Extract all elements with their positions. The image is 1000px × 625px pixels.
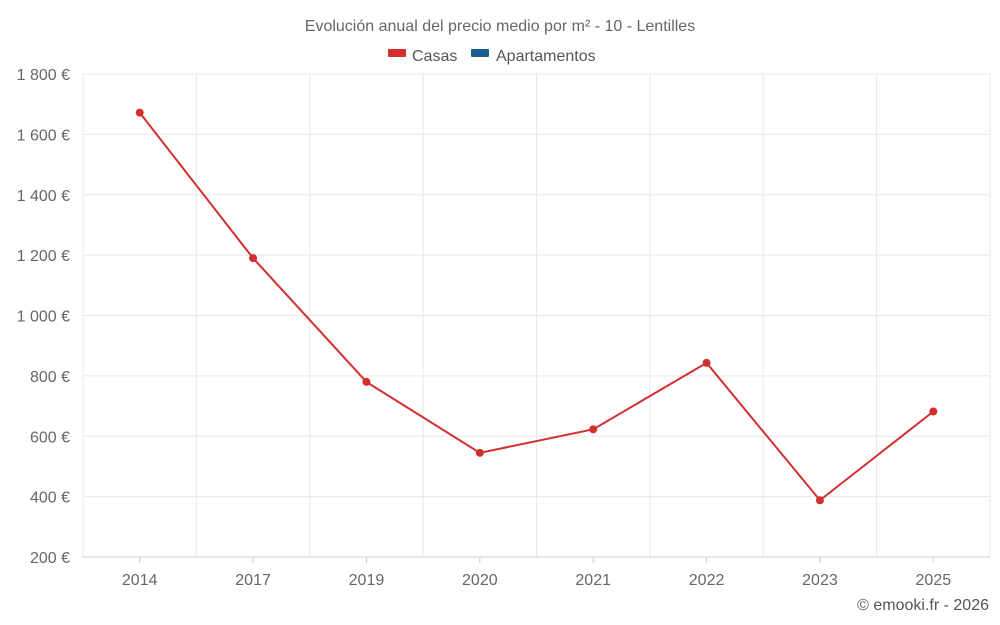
legend-item-apartamentos[interactable]: Apartamentos — [471, 48, 596, 65]
data-point-2025[interactable] — [929, 407, 938, 416]
legend-item-casas[interactable]: Casas — [388, 48, 457, 65]
data-point-2014[interactable] — [135, 108, 144, 117]
y-tick-label: 200 € — [30, 550, 70, 567]
data-point-2019[interactable] — [362, 377, 371, 386]
data-points-casas — [135, 108, 938, 505]
legend-label-casas: Casas — [412, 48, 457, 65]
x-tick-label: 2022 — [689, 572, 725, 589]
y-tick-label: 1 000 € — [17, 309, 70, 326]
y-tick-label: 800 € — [30, 369, 70, 386]
x-tick-label: 2025 — [916, 572, 952, 589]
legend-label-apartamentos: Apartamentos — [496, 48, 596, 65]
data-point-2017[interactable] — [249, 254, 258, 263]
x-axis-ticks: 2014 2017 2019 2020 2021 2022 2023 2025 — [122, 557, 951, 589]
x-tick-label: 2023 — [802, 572, 838, 589]
y-tick-label: 1 200 € — [17, 248, 70, 265]
x-tick-label: 2019 — [349, 572, 385, 589]
credit-text: © emooki.fr - 2026 — [857, 597, 989, 614]
y-tick-label: 1 800 € — [17, 67, 70, 84]
data-point-2021[interactable] — [589, 425, 598, 434]
series-line-casas — [138, 112, 934, 502]
x-tick-label: 2017 — [235, 572, 271, 589]
data-point-2020[interactable] — [475, 448, 484, 457]
x-tick-label: 2021 — [575, 572, 611, 589]
x-tick-label: 2014 — [122, 572, 158, 589]
legend-swatch-apartamentos — [471, 49, 489, 57]
y-tick-label: 1 600 € — [17, 127, 70, 144]
chart-title: Evolución anual del precio medio por m² … — [305, 18, 695, 35]
y-tick-label: 1 400 € — [17, 188, 70, 205]
data-point-2023[interactable] — [815, 496, 824, 505]
legend-swatch-casas — [388, 49, 406, 57]
y-tick-label: 600 € — [30, 429, 70, 446]
y-axis-ticks: 200 € 400 € 600 € 800 € 1 000 € 1 200 € 1 400 … — [17, 67, 70, 567]
y-tick-label: 400 € — [30, 490, 70, 507]
x-tick-label: 2020 — [462, 572, 498, 589]
x-gridlines — [82, 74, 991, 557]
data-point-2022[interactable] — [702, 358, 711, 367]
legend: Casas Apartamentos — [388, 48, 596, 65]
